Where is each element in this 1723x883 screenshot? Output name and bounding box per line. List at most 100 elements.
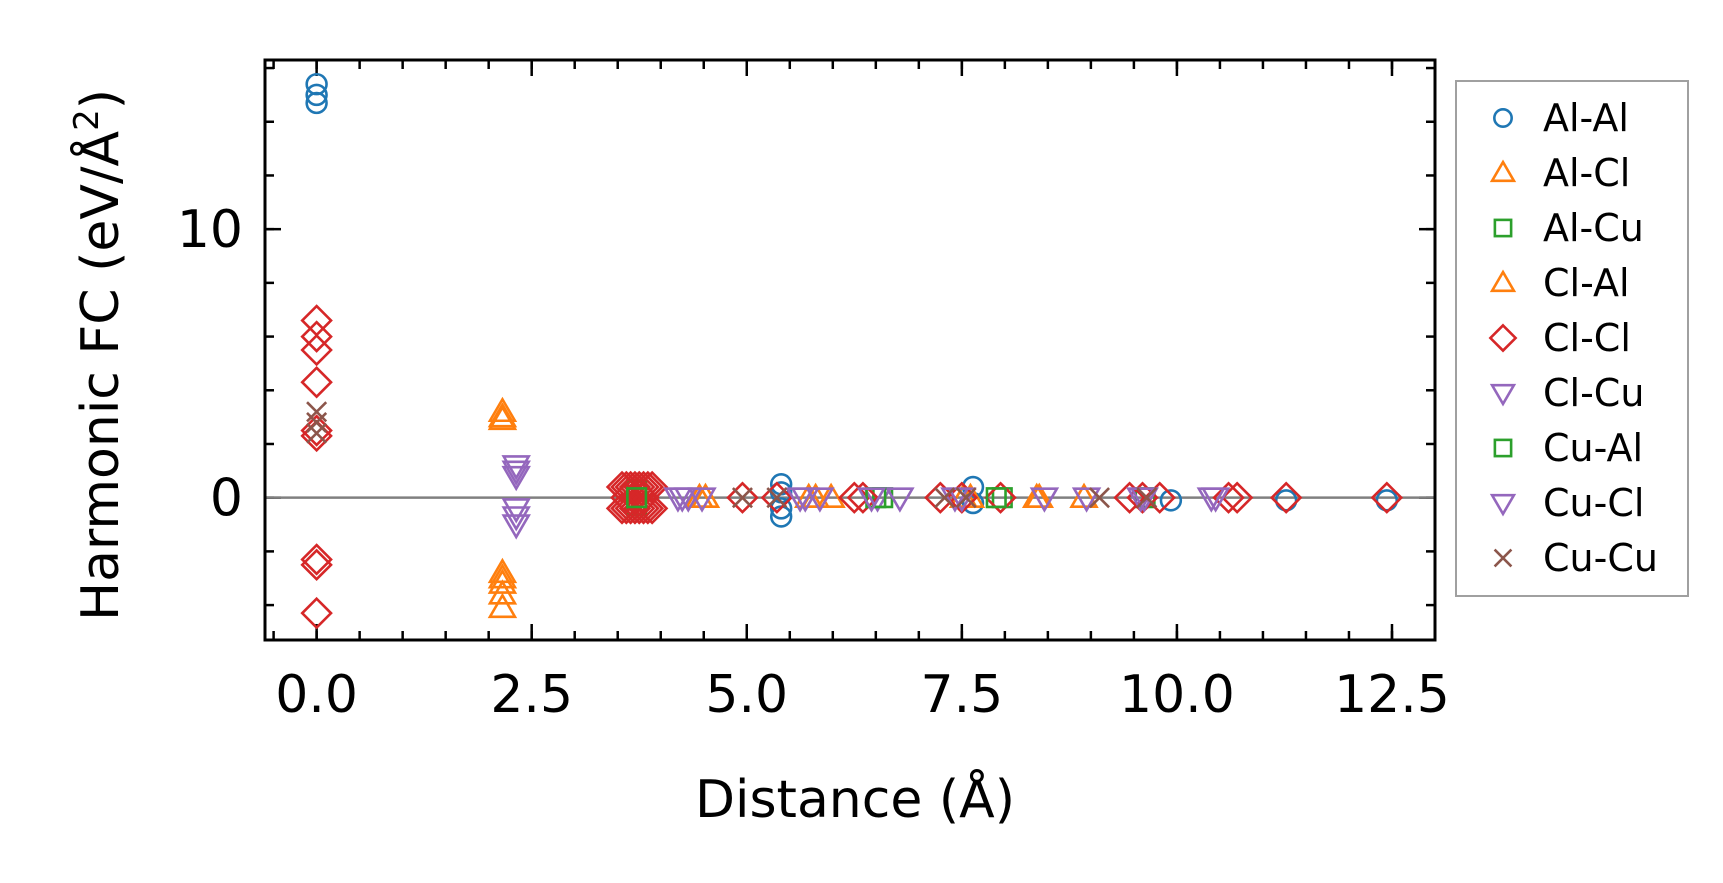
x-tick-label: 2.5 [490,665,573,725]
data-point [622,492,656,525]
data-point [1136,487,1158,509]
data-point [501,498,531,524]
legend: Al-Al Al-Cl Al-Cu Cl-Al Cl-Cl Cl-Cu Cu-Al Cu-Cl… [1455,80,1689,597]
data-point [1220,481,1254,514]
data-point [816,482,846,508]
x-tick-label: 12.5 [1334,665,1450,725]
series-cu-cl [501,460,1231,532]
legend-label: Al-Cu [1543,206,1644,250]
data-point [1269,481,1303,514]
data-point [667,487,697,513]
plot-frame [263,58,1437,642]
data-point [1129,487,1159,513]
x-tick-label: 7.5 [920,665,1003,725]
data-point [610,481,643,514]
x-axis-label: Distance (Å) [695,768,1015,830]
data-point [885,487,915,513]
data-point [1024,482,1055,508]
data-point [300,596,333,630]
data-point [934,487,956,509]
y-axis-label-superscript: 2 [67,109,107,131]
legend-marker [1493,548,1513,568]
data-point [731,487,753,509]
data-point [1200,487,1231,513]
data-point [306,411,328,434]
legend-marker [1489,383,1517,407]
data-point [487,579,518,605]
data-point [631,492,665,525]
data-point [306,401,328,423]
data-point [300,365,333,399]
data-point [305,91,328,115]
legend-marker [1493,218,1513,238]
series-cl-cu [501,455,1227,540]
data-point [1159,489,1183,512]
data-point [846,481,880,514]
data-point [501,460,531,486]
data-point [766,487,788,509]
data-point [790,487,821,513]
x-tick-label: 5.0 [705,665,788,725]
data-point [306,422,328,444]
data-point [955,487,977,509]
legend-label: Al-Al [1543,96,1629,140]
data-point [487,592,518,619]
data-point [687,487,717,513]
data-point [501,506,531,532]
data-point [626,487,648,509]
data-point [487,404,518,431]
y-axis-label: Harmonic FC (eV/Å2) [67,89,131,621]
data-point [300,543,333,576]
legend-marker [1493,108,1513,128]
legend-marker [1489,493,1517,517]
legend-label: Cu-Al [1543,426,1643,470]
data-point [726,481,759,514]
data-point [300,548,333,582]
data-point [985,487,1007,509]
data-point [487,396,518,423]
legend-marker [1488,323,1518,353]
legend-label: Cl-Cl [1543,316,1631,360]
legend-label: Al-Cl [1543,151,1630,195]
data-point [487,402,518,428]
legend-marker [1489,159,1517,183]
x-tick-label: 10.0 [1119,665,1235,725]
data-point [1113,481,1146,514]
data-markers [300,72,1404,630]
data-point [300,333,333,367]
data-point [501,465,531,492]
y-tick-label: 0 [210,469,243,529]
data-point [856,487,887,513]
data-point [838,481,871,514]
legend-marker [1493,438,1513,458]
data-point [614,492,647,525]
data-point [1029,487,1060,513]
legend-label: Cl-Al [1543,261,1630,305]
data-point [501,514,531,540]
data-point [1370,481,1404,514]
legend-label: Cu-Cl [1543,481,1644,525]
x-tick-label: 0.0 [275,665,358,725]
data-point [627,481,660,514]
data-point [760,481,794,514]
data-point [618,481,652,514]
data-point [1212,481,1245,514]
data-point [1071,487,1102,513]
series-cu-al [626,487,1007,509]
data-point [605,492,639,525]
data-point [1088,487,1111,509]
data-point [487,563,518,589]
legend-marker [1489,269,1517,293]
legend-frame [1455,80,1689,597]
data-point [487,568,518,594]
data-point [769,497,793,520]
legend-label: Cu-Cu [1543,536,1658,580]
y-axis-label-main: Harmonic FC (eV/Å [69,130,131,621]
series-cu-cu [306,401,1158,509]
tick-labels: 0.0 2.5 5.0 7.5 10.0 12.5 0 10 [177,200,1450,725]
data-point [305,83,328,107]
y-axis-label-tail: ) [71,89,131,109]
data-point [300,320,333,353]
data-point [805,487,835,513]
